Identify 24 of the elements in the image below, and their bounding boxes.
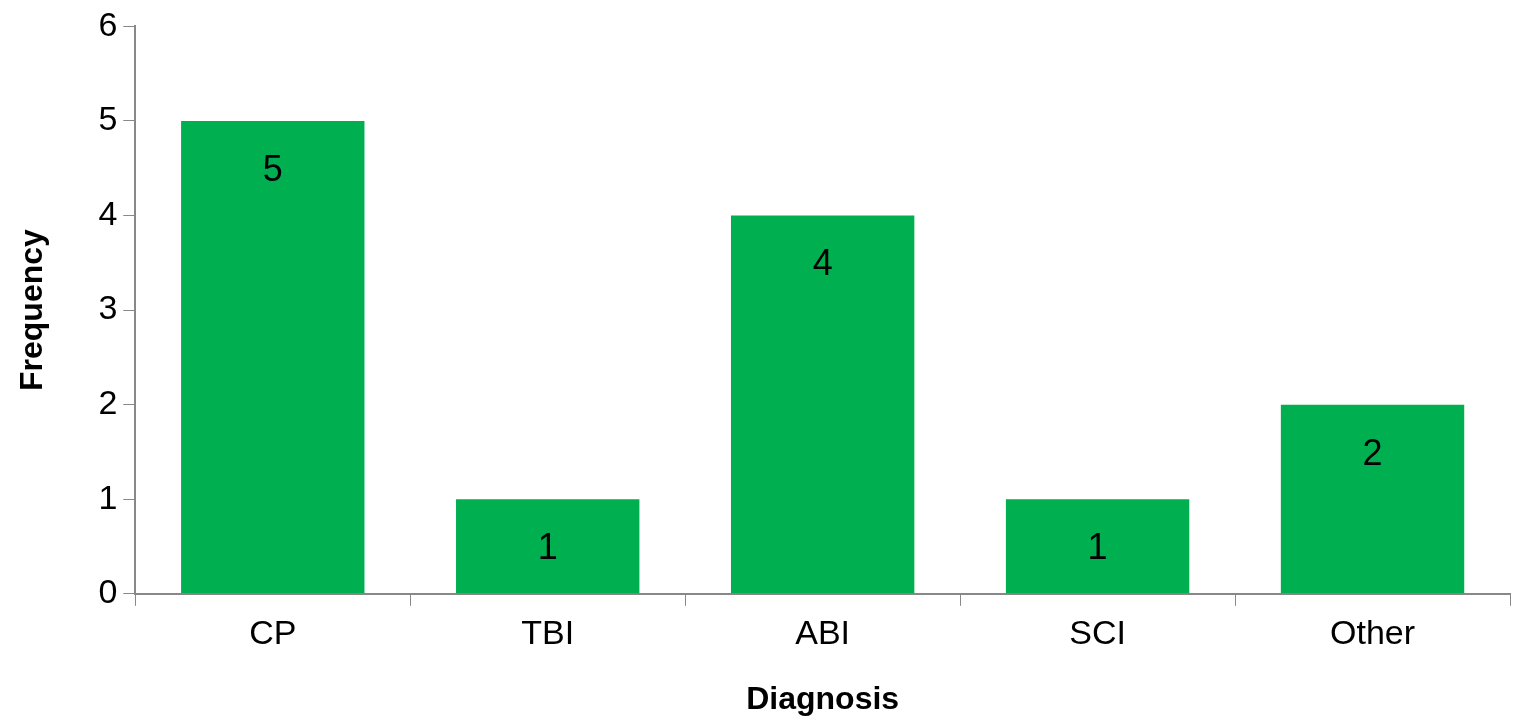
- data-label: 2: [1362, 431, 1383, 473]
- y-tick-label: 5: [98, 99, 118, 138]
- y-tick-label: 0: [98, 572, 118, 611]
- bar: [1005, 499, 1190, 594]
- bar: [1280, 404, 1465, 594]
- x-tick-label: SCI: [1069, 612, 1126, 651]
- data-label: 4: [812, 242, 833, 284]
- x-axis-title: Diagnosis: [746, 679, 900, 716]
- y-tick-label: 3: [98, 288, 118, 327]
- y-axis-title: Frequency: [13, 228, 50, 392]
- data-label: 5: [262, 147, 283, 189]
- x-tick-label: CP: [249, 612, 297, 651]
- x-tick-label: TBI: [521, 612, 575, 651]
- data-label: 1: [537, 526, 558, 568]
- bar: [456, 499, 640, 594]
- x-tick-label: ABI: [795, 612, 851, 651]
- y-tick-label: 6: [98, 4, 118, 43]
- y-tick-label: 4: [98, 193, 118, 232]
- y-tick-label: 2: [98, 383, 118, 422]
- bar: [730, 215, 915, 594]
- bar: [181, 120, 365, 594]
- y-tick-label: 1: [98, 477, 118, 516]
- x-tick-label: Other: [1330, 612, 1416, 651]
- data-label: 1: [1087, 526, 1108, 568]
